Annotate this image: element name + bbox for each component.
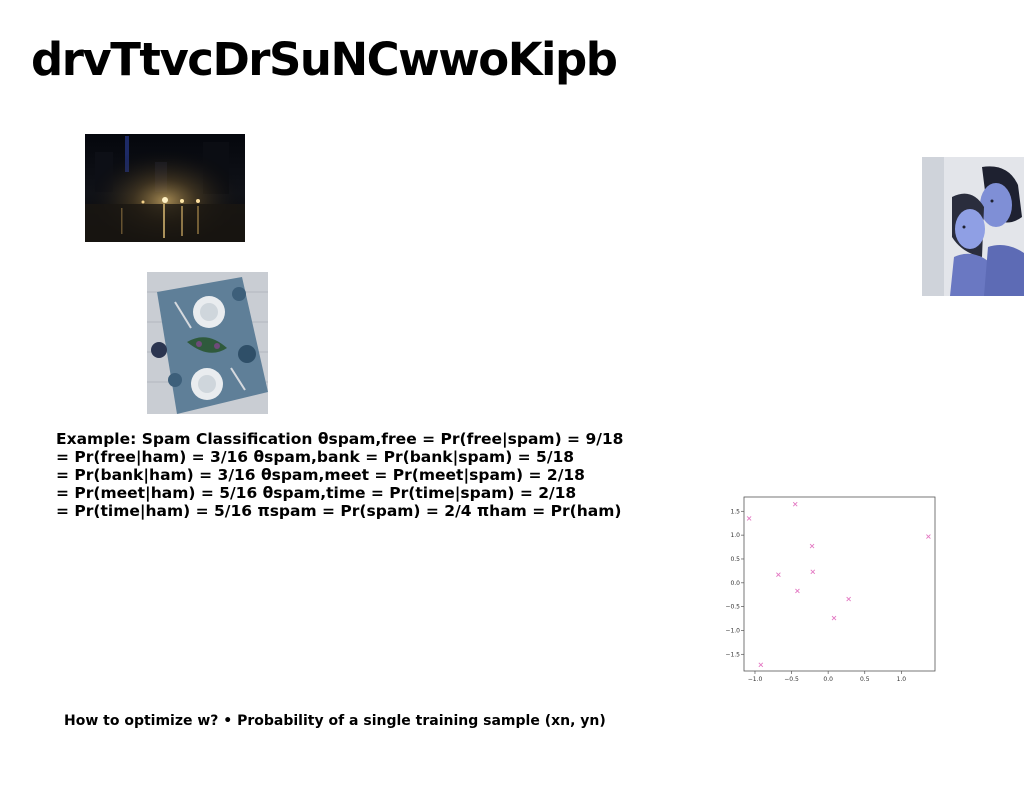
optimize-text: How to optimize w? • Probability of a si…: [64, 713, 606, 729]
y-tick-label: −1.0: [726, 627, 740, 634]
example-line: = Pr(time|ham) = 5/16 πspam = Pr(spam) =…: [56, 502, 622, 520]
scatter-point: [810, 569, 816, 575]
y-tick-label: 1.0: [730, 532, 740, 539]
scatter-point: [758, 662, 764, 668]
scatter-point: [776, 572, 781, 578]
y-tick-label: 0.5: [730, 556, 740, 563]
x-tick-label: 0.5: [860, 676, 870, 683]
scatter-point: [831, 615, 837, 621]
scatter-point: [792, 501, 798, 507]
y-tick-label: −1.5: [726, 651, 740, 658]
y-tick-label: 1.5: [730, 508, 740, 515]
scatter-point: [926, 534, 931, 539]
example-line: = Pr(meet|ham) = 5/16 θspam,time = Pr(ti…: [56, 484, 577, 502]
x-tick-label: −1.0: [748, 676, 763, 683]
plot-frame: [743, 496, 936, 672]
scatter-point: [795, 588, 800, 594]
city-night-street-photo: [85, 134, 245, 242]
two-women-portrait-photo: [922, 157, 1024, 296]
scatter-plot-svg: −1.0 −0.5 0.0 0.5 1.0 1.5 1.0 0.5 0.0 −0.5 −1.0 −1.…: [726, 496, 936, 683]
example-line: = Pr(free|ham) = 3/16 θspam,bank = Pr(ba…: [56, 448, 575, 466]
example-line: Example: Spam Classification θspam,free …: [56, 430, 624, 448]
x-tick-label: 1.0: [897, 676, 907, 683]
y-tick-label: −0.5: [726, 604, 740, 611]
scatter-chart: −1.0 −0.5 0.0 0.5 1.0 1.5 1.0 0.5 0.0 −0.5 −1.0 −1.…: [726, 492, 940, 684]
x-tick-label: −0.5: [784, 676, 799, 683]
example-line: = Pr(bank|ham) = 3/16 θspam,meet = Pr(me…: [56, 466, 585, 484]
slide-title: drvTtvcDrSuNCwwoKipb: [31, 33, 618, 86]
scatter-point: [746, 516, 752, 521]
scatter-point: [846, 596, 851, 602]
x-tick-label: 0.0: [823, 676, 833, 683]
spam-classification-example: Example: Spam Classification θspam,free …: [56, 430, 623, 520]
table-setting-photo: [147, 272, 268, 414]
scatter-point: [809, 543, 815, 549]
y-tick-label: 0.0: [730, 580, 740, 587]
